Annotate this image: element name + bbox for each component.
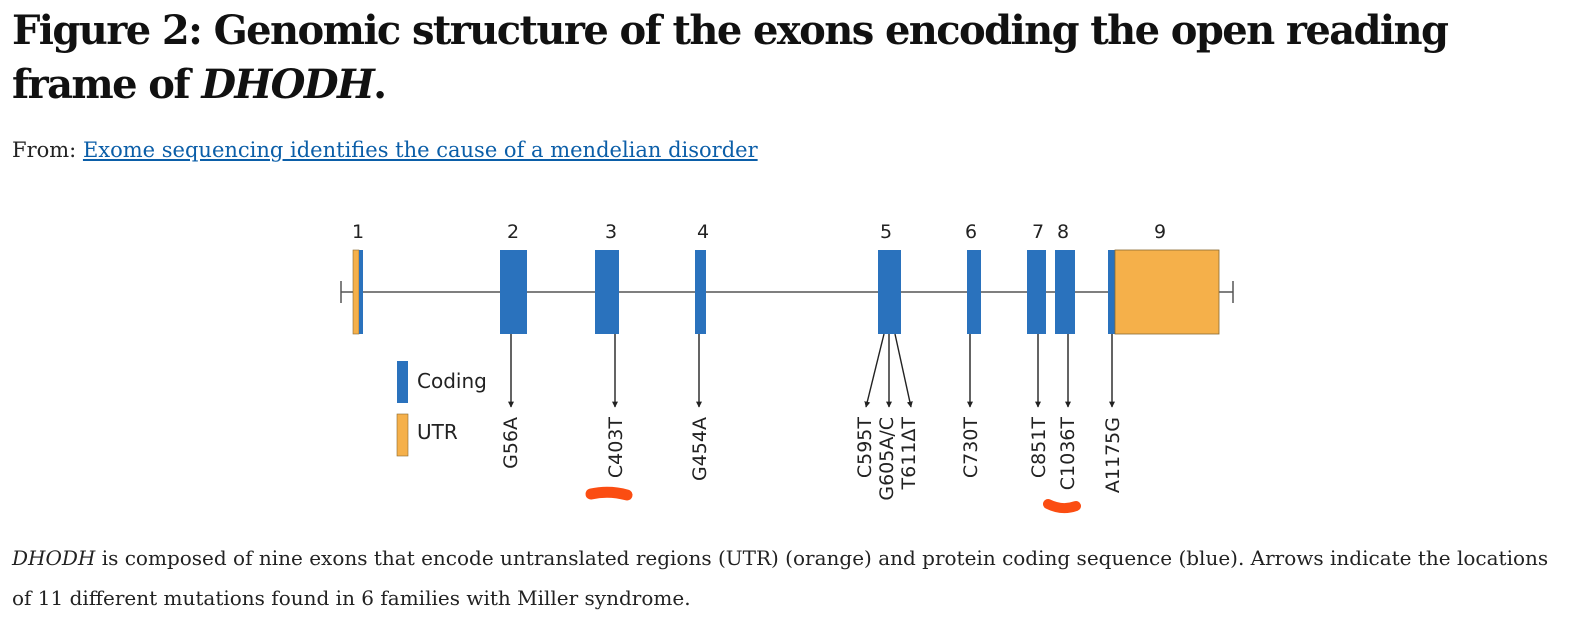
legend-utr-swatch	[396, 413, 409, 457]
highlight-mark-c403t	[585, 486, 633, 501]
figure-title-gene: DHODH	[201, 61, 374, 108]
exon-label-7: 7	[1032, 221, 1044, 243]
arrow-t611dt	[894, 333, 913, 408]
gene-structure-figure: 1 2 3 4 5 6 7 8 9 Coding UTR G56A C403T	[0, 200, 1576, 530]
exon-label-6: 6	[965, 221, 977, 243]
exon-3	[595, 250, 619, 334]
exon-label-1: 1	[352, 221, 364, 243]
exon-2	[500, 250, 527, 334]
exon-9-utr	[1114, 249, 1220, 335]
exon-label-2: 2	[507, 221, 519, 243]
exon-6	[967, 250, 981, 334]
exon-8	[1055, 250, 1075, 334]
mutation-label-c403t: C403T	[605, 417, 627, 479]
figure-caption: DHODH is composed of nine exons that enc…	[12, 538, 1567, 618]
exon-7	[1027, 250, 1046, 334]
legend-coding-swatch	[397, 361, 408, 403]
exon-label-3: 3	[605, 221, 617, 243]
mutation-label-g454a: G454A	[689, 417, 711, 481]
mutation-label-g56a: G56A	[500, 417, 522, 469]
exon-1-coding	[359, 250, 363, 334]
figure-title: Figure 2: Genomic structure of the exons…	[12, 4, 1552, 112]
source-article-link[interactable]: Exome sequencing identifies the cause of…	[82, 138, 758, 162]
legend-coding-label: Coding	[417, 369, 487, 393]
highlight-mark-c1036t	[1043, 499, 1081, 514]
exon-5	[878, 250, 901, 334]
figure-title-text: Figure 2: Genomic structure of the exons…	[12, 7, 1449, 108]
gene-structure-diagram: 1 2 3 4 5 6 7 8 9 Coding UTR G56A C403T	[340, 221, 1234, 514]
exon-1-utr	[352, 249, 360, 335]
caption-text: is composed of nine exons that encode un…	[12, 546, 1549, 610]
mutation-label-t611dt: T611ΔT	[898, 417, 920, 491]
exon-label-5: 5	[880, 221, 892, 243]
caption-gene: DHODH	[12, 546, 96, 570]
exon-4	[695, 250, 706, 334]
figure-title-period: .	[373, 61, 387, 108]
mutation-label-c1036t: C1036T	[1057, 417, 1079, 491]
mutation-label-a1175g: A1175G	[1102, 417, 1124, 493]
source-line: From: Exome sequencing identifies the ca…	[12, 136, 758, 164]
source-prefix: From:	[12, 138, 77, 162]
legend-utr-label: UTR	[417, 420, 458, 444]
mutation-label-c595t: C595T	[854, 417, 876, 479]
exon-9-coding	[1108, 250, 1115, 334]
arrow-c595t	[864, 333, 885, 408]
mutation-label-c851t: C851T	[1028, 417, 1050, 479]
mutation-label-c730t: C730T	[960, 417, 982, 479]
exon-label-9: 9	[1154, 221, 1166, 243]
exon-label-4: 4	[697, 221, 709, 243]
mutation-label-g605ac: G605A/C	[876, 417, 898, 501]
exon-label-8: 8	[1057, 221, 1069, 243]
